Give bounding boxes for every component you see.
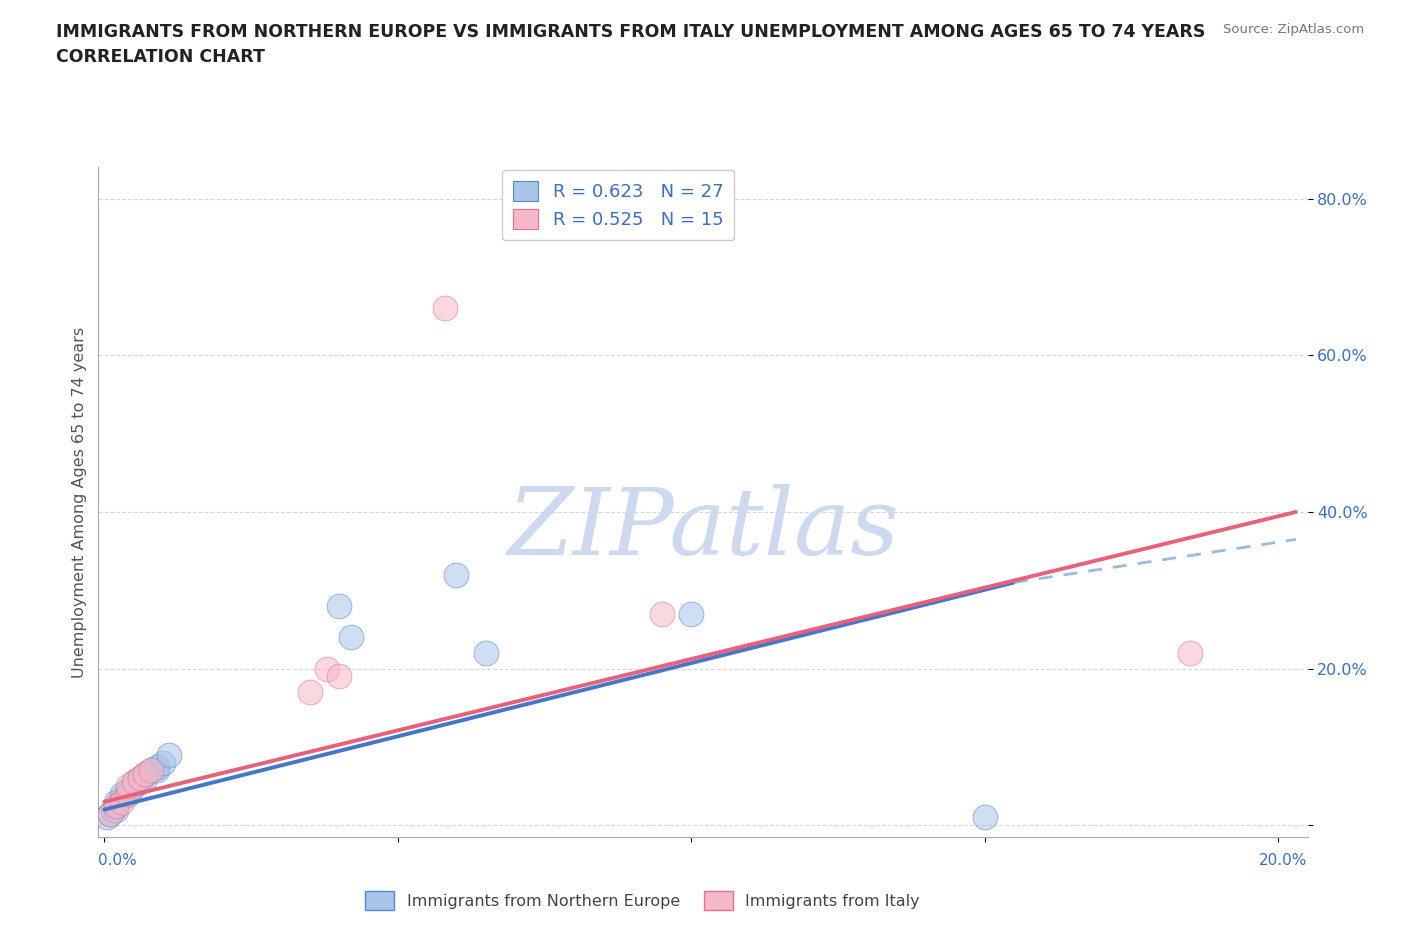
Point (128, 771, 150, 786)
Point (98, 806, 121, 821)
Point (141, 763, 163, 777)
Point (105, 798, 128, 813)
Point (152, 755, 174, 770)
Point (111, 787, 134, 802)
Point (122, 775, 145, 790)
Point (973, 810, 995, 825)
Text: 0.0%: 0.0% (98, 853, 138, 868)
Point (111, 790, 134, 805)
Point (111, 794, 134, 809)
Point (134, 771, 156, 786)
Point (117, 782, 139, 797)
Point (134, 767, 156, 782)
Text: ZIPatlas: ZIPatlas (508, 484, 898, 574)
Legend: Immigrants from Northern Europe, Immigrants from Italy: Immigrants from Northern Europe, Immigra… (359, 884, 927, 916)
Point (328, 669, 350, 684)
Point (146, 759, 169, 774)
Point (117, 778, 139, 793)
Point (475, 645, 498, 660)
Point (141, 763, 163, 777)
Point (101, 803, 124, 817)
Point (446, 567, 468, 582)
Point (1180, 645, 1202, 660)
Point (316, 661, 339, 676)
Text: IMMIGRANTS FROM NORTHERN EUROPE VS IMMIGRANTS FROM ITALY UNEMPLOYMENT AMONG AGES: IMMIGRANTS FROM NORTHERN EUROPE VS IMMIG… (56, 23, 1205, 41)
Point (122, 778, 145, 793)
Point (96, 810, 118, 825)
Point (117, 787, 139, 802)
Point (122, 775, 145, 790)
Point (128, 771, 150, 786)
Y-axis label: Unemployment Among Ages 65 to 74 years: Unemployment Among Ages 65 to 74 years (72, 326, 87, 678)
Point (105, 798, 128, 813)
Text: CORRELATION CHART: CORRELATION CHART (56, 48, 266, 66)
Point (433, 301, 456, 316)
Point (681, 606, 703, 621)
Point (117, 787, 139, 802)
Point (340, 630, 363, 644)
Point (134, 767, 156, 782)
Point (328, 599, 350, 614)
Point (98, 806, 121, 821)
Point (157, 748, 180, 763)
Text: 20.0%: 20.0% (1260, 853, 1308, 868)
Point (298, 684, 321, 699)
Point (128, 775, 150, 790)
Point (651, 606, 673, 621)
Point (146, 763, 169, 777)
Point (105, 794, 128, 809)
Point (105, 803, 128, 817)
Text: Source: ZipAtlas.com: Source: ZipAtlas.com (1223, 23, 1364, 36)
